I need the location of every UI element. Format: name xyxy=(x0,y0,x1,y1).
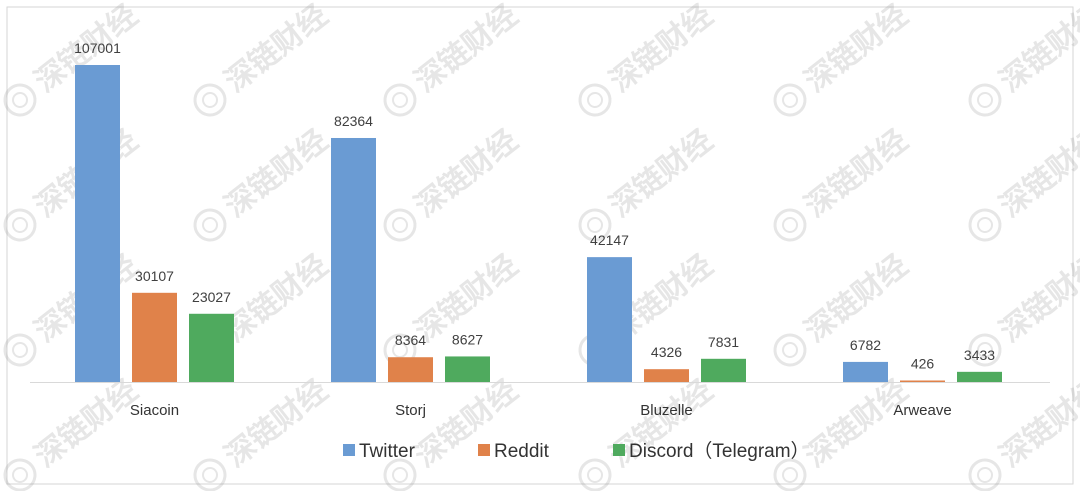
watermark-logo-icon xyxy=(193,458,227,492)
legend-swatch xyxy=(613,444,625,456)
data-label: 7831 xyxy=(708,334,739,350)
watermark-logo-inner-icon xyxy=(202,217,218,233)
watermark-logo-inner-icon xyxy=(12,342,28,358)
bar-discord-telegram-siacoin xyxy=(189,313,234,382)
bar-discord-telegram-bluzelle xyxy=(701,358,746,382)
data-label: 23027 xyxy=(192,289,231,305)
watermark-logo-inner-icon xyxy=(12,92,28,108)
watermark-logo-inner-icon xyxy=(977,342,993,358)
watermark-logo-inner-icon xyxy=(202,92,218,108)
bar-discord-telegram-storj xyxy=(445,356,490,382)
watermark-logo-inner-icon xyxy=(977,467,993,483)
watermark-logo-icon xyxy=(383,83,417,117)
watermark-logo-inner-icon xyxy=(587,217,603,233)
bar-twitter-storj xyxy=(331,137,376,382)
watermark-logo-inner-icon xyxy=(587,92,603,108)
data-label: 42147 xyxy=(590,232,629,248)
label-layer: 107001 30107 23027 Siacoin 82364 8364 8627 Stor… xyxy=(74,40,995,419)
data-label: 426 xyxy=(911,356,935,372)
watermark-logo-inner-icon xyxy=(12,217,28,233)
legend-swatch xyxy=(478,444,490,456)
watermark-logo-inner-icon xyxy=(782,92,798,108)
watermark-logo-icon xyxy=(968,458,1002,492)
category-label: Storj xyxy=(395,402,426,419)
watermark-logo-inner-icon xyxy=(12,467,28,483)
data-label: 6782 xyxy=(850,337,881,353)
bar-discord-telegram-arweave xyxy=(957,371,1002,382)
data-label: 3433 xyxy=(964,347,995,363)
bar-twitter-arweave xyxy=(843,361,888,382)
watermark-logo-inner-icon xyxy=(202,467,218,483)
watermark-logo-icon xyxy=(968,83,1002,117)
watermark-logo-icon xyxy=(578,208,612,242)
watermark-logo-inner-icon xyxy=(587,467,603,483)
bar-reddit-storj xyxy=(388,357,433,382)
watermark-logo-inner-icon xyxy=(392,217,408,233)
bar-reddit-siacoin xyxy=(132,292,177,382)
data-label: 82364 xyxy=(334,113,373,129)
category-label: Bluzelle xyxy=(640,402,693,419)
legend-swatch xyxy=(343,444,355,456)
watermark-logo-inner-icon xyxy=(782,467,798,483)
watermark-logo-icon xyxy=(3,83,37,117)
watermark-logo-inner-icon xyxy=(392,92,408,108)
data-label: 107001 xyxy=(74,40,121,56)
watermark-logo-icon xyxy=(193,83,227,117)
data-label: 8627 xyxy=(452,331,483,347)
watermark-logo-icon xyxy=(773,208,807,242)
watermark-logo-icon xyxy=(3,333,37,367)
legend-label: Twitter xyxy=(359,441,416,462)
data-label: 30107 xyxy=(135,268,174,284)
data-label: 4326 xyxy=(651,344,682,360)
bar-reddit-arweave xyxy=(900,380,945,382)
watermark-logo-icon xyxy=(383,208,417,242)
watermark-logo-icon xyxy=(773,333,807,367)
watermark-logo-inner-icon xyxy=(977,92,993,108)
watermark-logo-inner-icon xyxy=(392,467,408,483)
category-label: Arweave xyxy=(893,402,951,419)
watermark-logo-icon xyxy=(968,333,1002,367)
watermark-logo-icon xyxy=(773,83,807,117)
bar-twitter-bluzelle xyxy=(587,257,632,382)
legend-label: Discord（Telegram） xyxy=(629,440,810,462)
watermark-logo-inner-icon xyxy=(392,342,408,358)
watermark-logo-icon xyxy=(578,458,612,492)
chart-frame xyxy=(6,6,1074,485)
watermark-logo-icon xyxy=(3,208,37,242)
watermark-logo-icon xyxy=(968,208,1002,242)
watermark-logo-icon xyxy=(3,458,37,492)
bar-twitter-siacoin xyxy=(75,65,120,382)
watermark-logo-icon xyxy=(578,83,612,117)
data-label: 8364 xyxy=(395,332,426,348)
watermark-logo-inner-icon xyxy=(782,217,798,233)
bar-reddit-bluzelle xyxy=(644,369,689,382)
category-label: Siacoin xyxy=(130,402,179,419)
legend-label: Reddit xyxy=(494,441,550,462)
legend: Twitter Reddit Discord（Telegram） xyxy=(343,440,810,462)
bar-layer xyxy=(75,65,1002,382)
watermark-logo-icon xyxy=(193,208,227,242)
watermark-logo-icon xyxy=(383,458,417,492)
watermark-logo-icon xyxy=(773,458,807,492)
watermark-logo-inner-icon xyxy=(977,217,993,233)
watermark-logo-inner-icon xyxy=(782,342,798,358)
